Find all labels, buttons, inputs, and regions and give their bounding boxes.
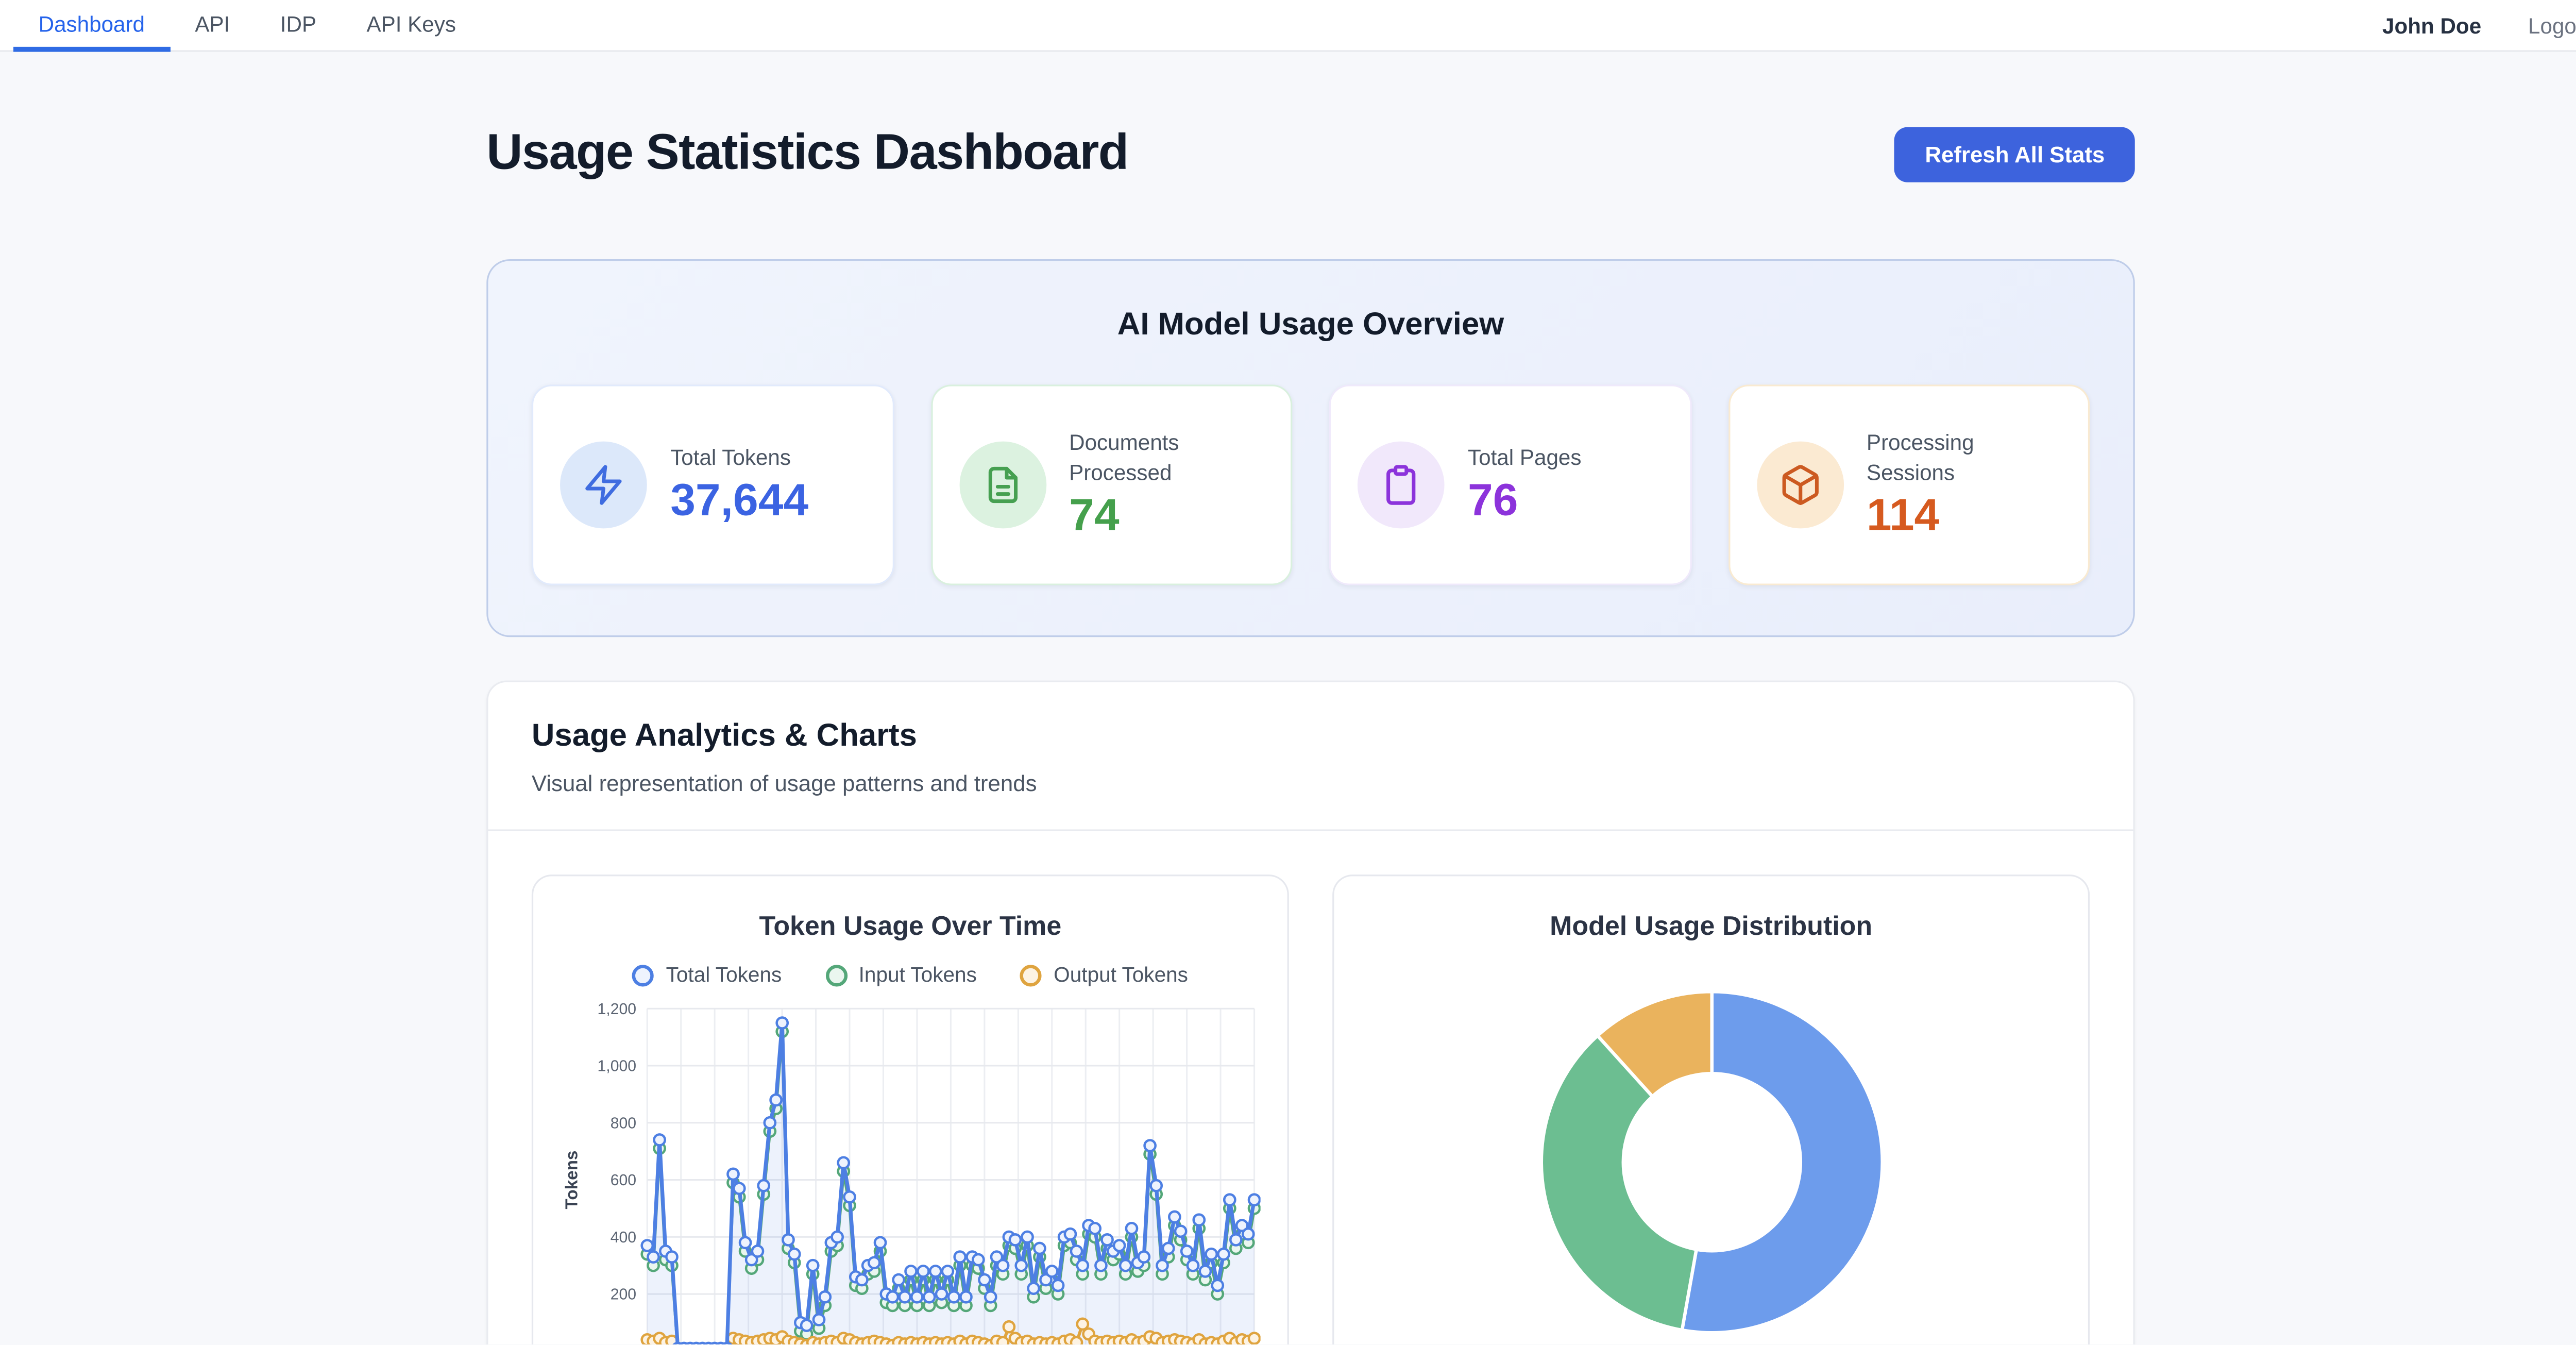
svg-text:400: 400 xyxy=(611,1230,636,1247)
model-distribution-donut-chart xyxy=(1361,970,2061,1344)
legend-marker xyxy=(632,964,654,986)
main-content: Usage Statistics Dashboard Refresh All S… xyxy=(486,52,2135,1344)
legend-marker xyxy=(1020,964,1042,986)
top-nav: Dashboard API IDP API Keys John Doe Logo… xyxy=(0,0,2576,52)
model-distribution-chart-card: Model Usage Distribution ooda-MEDIUMooda… xyxy=(1332,875,2090,1344)
stat-cards: Total Tokens 37,644 Documents Processed … xyxy=(531,384,2090,586)
page-title: Usage Statistics Dashboard xyxy=(486,125,1129,181)
svg-text:1,000: 1,000 xyxy=(598,1058,637,1075)
analytics-title: Usage Analytics & Charts xyxy=(531,719,917,755)
stat-label: Total Tokens xyxy=(670,444,791,470)
stat-value: 114 xyxy=(1866,490,1940,541)
user-name: John Doe xyxy=(2382,12,2482,38)
icon-circle xyxy=(560,442,647,529)
file-text-icon xyxy=(988,467,1017,503)
svg-text:600: 600 xyxy=(611,1172,636,1189)
legend-label: Output Tokens xyxy=(1054,963,1189,987)
svg-text:0: 0 xyxy=(628,1343,636,1344)
stat-card-total-tokens: Total Tokens 37,644 xyxy=(531,384,894,586)
stat-value: 74 xyxy=(1069,490,1120,541)
legend-item-output-tokens[interactable]: Output Tokens xyxy=(1020,964,1188,987)
donut-chart-title: Model Usage Distribution xyxy=(1550,913,1873,942)
tab-api[interactable]: API xyxy=(195,11,230,36)
stat-value: 37,644 xyxy=(670,475,809,526)
logout-link[interactable]: Logout xyxy=(2528,12,2576,38)
stat-label: Total Pages xyxy=(1468,444,1582,470)
stat-card-processing-sessions: Processing Sessions 114 xyxy=(1727,384,2090,586)
svg-text:1,200: 1,200 xyxy=(598,1001,637,1018)
overview-title: AI Model Usage Overview xyxy=(1117,308,1504,343)
tab-idp[interactable]: IDP xyxy=(280,11,317,36)
svg-text:200: 200 xyxy=(611,1286,636,1303)
nav-tabs: Dashboard API IDP API Keys xyxy=(13,0,481,52)
legend-marker xyxy=(825,964,847,986)
icon-circle xyxy=(958,442,1046,529)
stat-card-documents-processed: Documents Processed 74 xyxy=(930,384,1293,586)
stat-card-total-pages: Total Pages 76 xyxy=(1329,384,1691,586)
svg-text:Tokens: Tokens xyxy=(562,1151,581,1209)
legend-item-input-tokens[interactable]: Input Tokens xyxy=(825,964,977,987)
analytics-subtitle: Visual representation of usage patterns … xyxy=(531,771,1037,797)
refresh-all-stats-button[interactable]: Refresh All Stats xyxy=(1894,126,2135,182)
line-chart-title: Token Usage Over Time xyxy=(759,913,1062,942)
token-usage-chart-card: Token Usage Over Time Total Tokens Input… xyxy=(531,875,1289,1344)
cube-icon xyxy=(1781,465,1818,506)
tab-api-keys[interactable]: API Keys xyxy=(366,11,456,36)
line-chart-legend: Total Tokens Input Tokens Output Tokens xyxy=(560,964,1261,987)
icon-circle xyxy=(1756,442,1843,529)
overview-panel: AI Model Usage Overview Total Tokens 37,… xyxy=(486,259,2135,637)
icon-circle xyxy=(1357,442,1445,529)
stat-label: Documents Processed xyxy=(1069,430,1179,484)
legend-item-total-tokens[interactable]: Total Tokens xyxy=(632,963,782,987)
zap-icon xyxy=(585,465,622,506)
svg-text:800: 800 xyxy=(611,1115,636,1132)
legend-label: Total Tokens xyxy=(666,963,782,987)
token-usage-line-chart: 13/10/202513/10/202514/10/202514/10/2025… xyxy=(560,990,1261,1344)
tab-dashboard[interactable]: Dashboard xyxy=(13,0,170,52)
stat-label: Processing Sessions xyxy=(1866,430,1974,484)
stat-value: 76 xyxy=(1468,475,1518,526)
legend-label: Input Tokens xyxy=(858,963,977,987)
clipboard-icon xyxy=(1386,465,1416,506)
analytics-section: Usage Analytics & Charts Visual represen… xyxy=(486,681,2135,1344)
